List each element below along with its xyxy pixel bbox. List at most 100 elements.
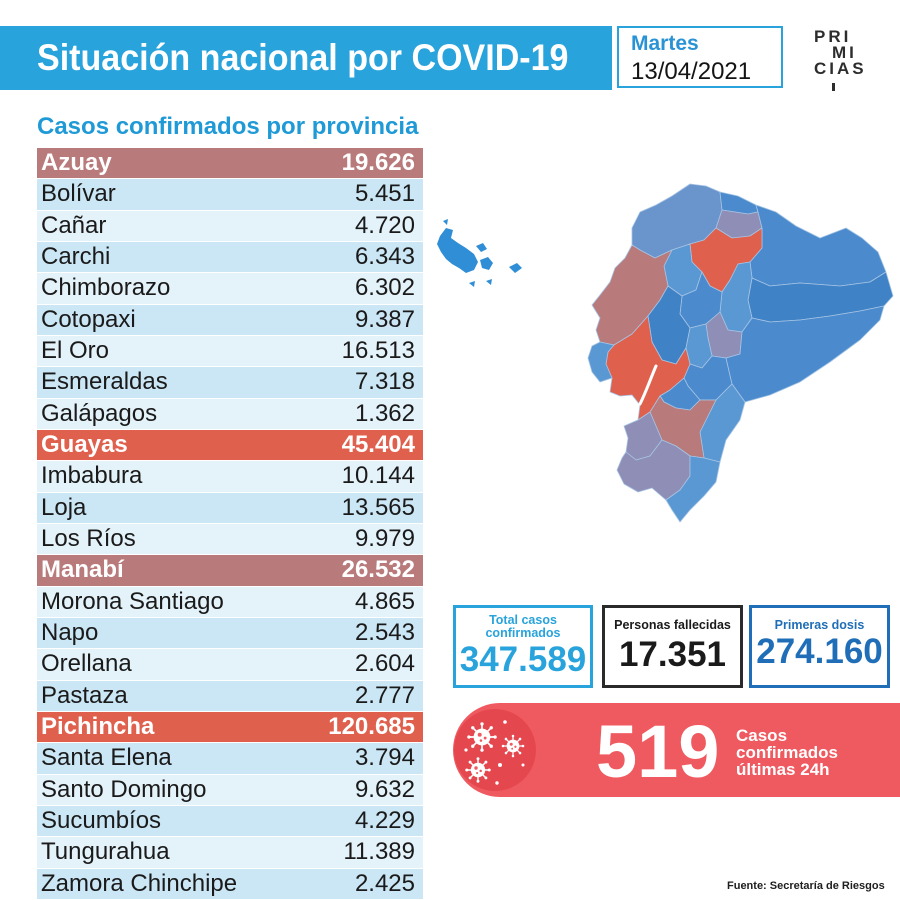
province-cases: 6.302 (354, 274, 415, 302)
table-row: Imbabura 10.144 (37, 461, 423, 493)
table-row: Loja 13.565 (37, 492, 423, 524)
province-name: Guayas (41, 431, 128, 459)
province-cases: 6.343 (354, 243, 415, 271)
mainland-provinces (587, 183, 894, 523)
province-name: Napo (41, 619, 99, 647)
province-name: Chimborazo (41, 274, 171, 302)
province-cases: 19.626 (341, 149, 415, 177)
province-name: Galápagos (41, 399, 158, 427)
first-doses-card: Primeras dosis 274.160 (749, 605, 890, 688)
virus-particle-icon (521, 763, 525, 767)
province-cases: 2.777 (354, 681, 415, 709)
logo-line: PRI (814, 27, 852, 46)
map-province-santa-elena (587, 341, 615, 383)
province-name: Zamora Chinchipe (41, 869, 238, 897)
province-name: Cotopaxi (41, 305, 136, 333)
first-doses-label: Primeras dosis (774, 618, 865, 632)
galapagos-islands (437, 219, 522, 287)
map-province-sucumbios (749, 204, 887, 287)
province-table: Azuay 19.626 Bolívar 5.451 Cañar 4.720 Carchi 6… (37, 148, 423, 900)
deaths-value: 17.351 (618, 635, 727, 674)
table-row: Los Ríos 9.979 (37, 523, 423, 556)
province-name: Pichincha (41, 713, 155, 741)
province-cases: 120.685 (328, 713, 415, 741)
map-island (443, 219, 448, 225)
province-name: El Oro (41, 337, 110, 365)
daily-cases-value: 519 (596, 710, 720, 793)
daily-cases-label-line: Casos (736, 726, 788, 745)
first-doses-value: 274.160 (756, 632, 883, 671)
date-value: 13/04/2021 (631, 58, 752, 85)
province-name: Sucumbíos (41, 807, 162, 835)
virus-icon (501, 734, 525, 758)
date-weekday: Martes (631, 32, 699, 55)
table-row: Pastaza 2.777 (37, 680, 423, 712)
map-island (480, 257, 493, 270)
province-name: Pastaza (41, 681, 128, 709)
map-island (509, 263, 522, 273)
table-row: Morona Santiago 4.865 (37, 586, 423, 618)
province-name: Tungurahua (41, 838, 170, 866)
province-name: Carchi (41, 243, 111, 271)
province-cases: 11.389 (343, 838, 415, 866)
table-row: Carchi 6.343 (37, 241, 423, 274)
province-name: Manabí (41, 556, 124, 584)
province-cases: 2.543 (354, 619, 415, 647)
table-row: Galápagos 1.362 (37, 398, 423, 430)
logo-line: CIAS (814, 59, 867, 78)
deaths-card: Personas fallecidas 17.351 (602, 605, 743, 688)
virus-particle-icon (498, 763, 502, 767)
province-name: Cañar (41, 211, 107, 239)
province-name: Esmeraldas (41, 368, 168, 396)
logo-mark (832, 83, 835, 91)
province-cases: 10.144 (341, 462, 415, 490)
province-cases: 4.720 (354, 211, 415, 239)
ecuador-map (437, 183, 894, 523)
table-row: Azuay 19.626 (37, 148, 423, 180)
map-river-guayas (638, 364, 658, 406)
province-name: Santa Elena (41, 744, 172, 772)
deaths-label: Personas fallecidas (614, 618, 731, 632)
daily-cases-banner: 519 Casos confirmados últimas 24h (453, 703, 900, 797)
province-cases: 9.979 (354, 525, 415, 553)
province-cases: 16.513 (341, 337, 415, 365)
table-row: Zamora Chinchipe 2.425 (37, 868, 423, 900)
table-row: Pichincha 120.685 (37, 711, 423, 744)
virus-badge (454, 709, 536, 791)
logo-line: MI (832, 43, 857, 62)
source-note: Fuente: Secretaría de Riesgos (727, 880, 885, 892)
table-row: Tungurahua 11.389 (37, 837, 423, 869)
table-row: Cotopaxi 9.387 (37, 304, 423, 336)
province-cases: 2.425 (354, 869, 415, 897)
province-cases: 2.604 (354, 650, 415, 678)
province-name: Santo Domingo (41, 775, 207, 803)
page-title: Situación nacional por COVID-19 (37, 37, 569, 78)
total-cases-label-line: Total casos (489, 613, 557, 627)
total-cases-label-line: confirmados (485, 626, 561, 640)
province-cases: 9.632 (354, 775, 415, 803)
virus-icon (466, 721, 498, 753)
province-cases: 9.387 (354, 305, 415, 333)
table-row: Orellana 2.604 (37, 649, 423, 681)
total-cases-value: 347.589 (459, 640, 587, 679)
map-island (469, 281, 475, 287)
province-name: Los Ríos (41, 525, 136, 553)
table-row: Cañar 4.720 (37, 210, 423, 242)
province-cases: 4.865 (354, 587, 415, 615)
map-province-pastaza (725, 305, 885, 403)
province-name: Morona Santiago (41, 587, 224, 615)
province-cases: 45.404 (341, 431, 415, 459)
map-island (437, 228, 478, 273)
total-cases-label: Total casos confirmados (456, 614, 590, 640)
map-island (486, 279, 492, 285)
province-cases: 7.318 (354, 368, 415, 396)
province-cases: 5.451 (354, 180, 415, 208)
daily-cases-label-line: confirmados (736, 743, 839, 762)
total-cases-card: Total casos confirmados 347.589 (453, 605, 593, 688)
daily-cases-label-line: últimas 24h (736, 760, 830, 779)
virus-particle-icon (464, 748, 468, 752)
table-row: Chimborazo 6.302 (37, 273, 423, 305)
map-island (476, 243, 487, 252)
virus-particle-icon (495, 781, 499, 785)
brand-logo: PRI MI CIAS (814, 27, 886, 93)
